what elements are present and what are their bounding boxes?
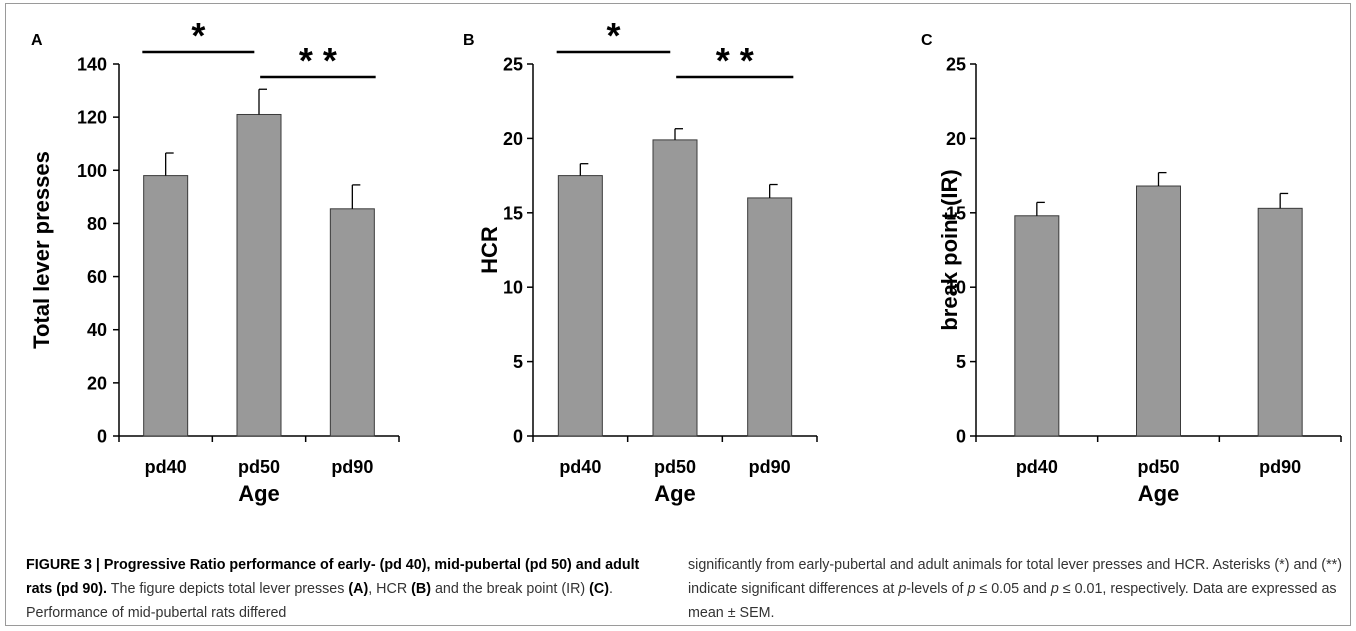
y-tick-label: 10 [946,278,966,298]
y-tick-label: 100 [77,161,107,181]
x-tick-label-pd90: pd90 [1259,457,1301,477]
panel-letter: A [31,32,43,49]
bar-pd50 [652,139,698,437]
bar-pd90 [747,197,793,437]
bar-pd50 [1136,185,1181,437]
y-tick-label: 120 [77,108,107,128]
x-axis-title: Age [654,481,696,506]
y-tick-label: 60 [87,267,107,287]
y-tick-label: 25 [946,55,966,75]
y-axis-title: break point (IR) [937,169,962,330]
y-axis-title: Total lever presses [29,151,54,349]
y-tick-label: 5 [956,352,966,372]
x-axis-title: Age [1138,481,1180,506]
significance-marker: * * [299,40,337,81]
y-tick-label: 25 [503,55,523,75]
x-tick-label-pd50: pd50 [654,457,696,477]
panel-letter: C [921,32,933,49]
bar-pd40 [557,175,603,437]
caption-right-column: significantly from early-pubertal and ad… [688,557,1342,621]
x-tick-label-pd40: pd40 [559,457,601,477]
y-tick-label: 80 [87,214,107,234]
y-tick-label: 20 [87,373,107,393]
chart-panel-c: C 0 5 10 15 20 25 pd40 pd50 pd90 Age break point (I… [921,32,1342,506]
bar-pd40 [143,175,189,437]
x-tick-label-pd50: pd50 [238,457,280,477]
y-tick-label: 5 [513,352,523,372]
caption-left-column: FIGURE 3 | Progressive Ratio performance… [26,557,640,621]
y-tick-label: 0 [956,427,966,447]
x-tick-label-pd40: pd40 [1016,457,1058,477]
x-tick-label-pd90: pd90 [749,457,791,477]
y-axis-title: HCR [477,226,502,274]
y-tick-label: 15 [503,203,523,223]
x-tick-label-pd40: pd40 [145,457,187,477]
y-tick-label: 40 [87,320,107,340]
figure-frame: A 0 20 40 60 80 100 120 140 pd40 pd50 pd90 Age Total … [5,3,1351,626]
y-tick-label: 15 [946,203,966,223]
figure-caption: FIGURE 3 | Progressive Ratio performance… [26,553,1344,627]
y-tick-label: 10 [503,278,523,298]
bar-pd40 [1014,215,1060,437]
y-tick-label: 20 [503,129,523,149]
significance-marker: * * [716,40,754,81]
significance-marker: * [606,15,620,56]
x-axis-title: Age [238,481,280,506]
y-tick-label: 20 [946,129,966,149]
y-tick-label: 0 [97,427,107,447]
y-tick-label: 140 [77,55,107,75]
x-tick-label-pd90: pd90 [331,457,373,477]
bar-pd90 [329,208,375,437]
y-tick-label: 0 [513,427,523,447]
chart-panel-a: A 0 20 40 60 80 100 120 140 pd40 pd50 pd90 Age Total … [29,15,400,506]
significance-marker: * [191,15,205,56]
panel-letter: B [463,32,475,49]
bar-pd90 [1257,207,1303,437]
bar-pd50 [236,113,282,437]
x-tick-label-pd50: pd50 [1137,457,1179,477]
chart-panel-b: B 0 5 10 15 20 25 pd40 pd50 pd90 Age HCR * * * [463,15,818,506]
